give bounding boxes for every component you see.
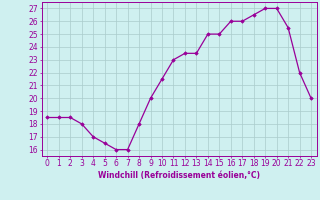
X-axis label: Windchill (Refroidissement éolien,°C): Windchill (Refroidissement éolien,°C) bbox=[98, 171, 260, 180]
